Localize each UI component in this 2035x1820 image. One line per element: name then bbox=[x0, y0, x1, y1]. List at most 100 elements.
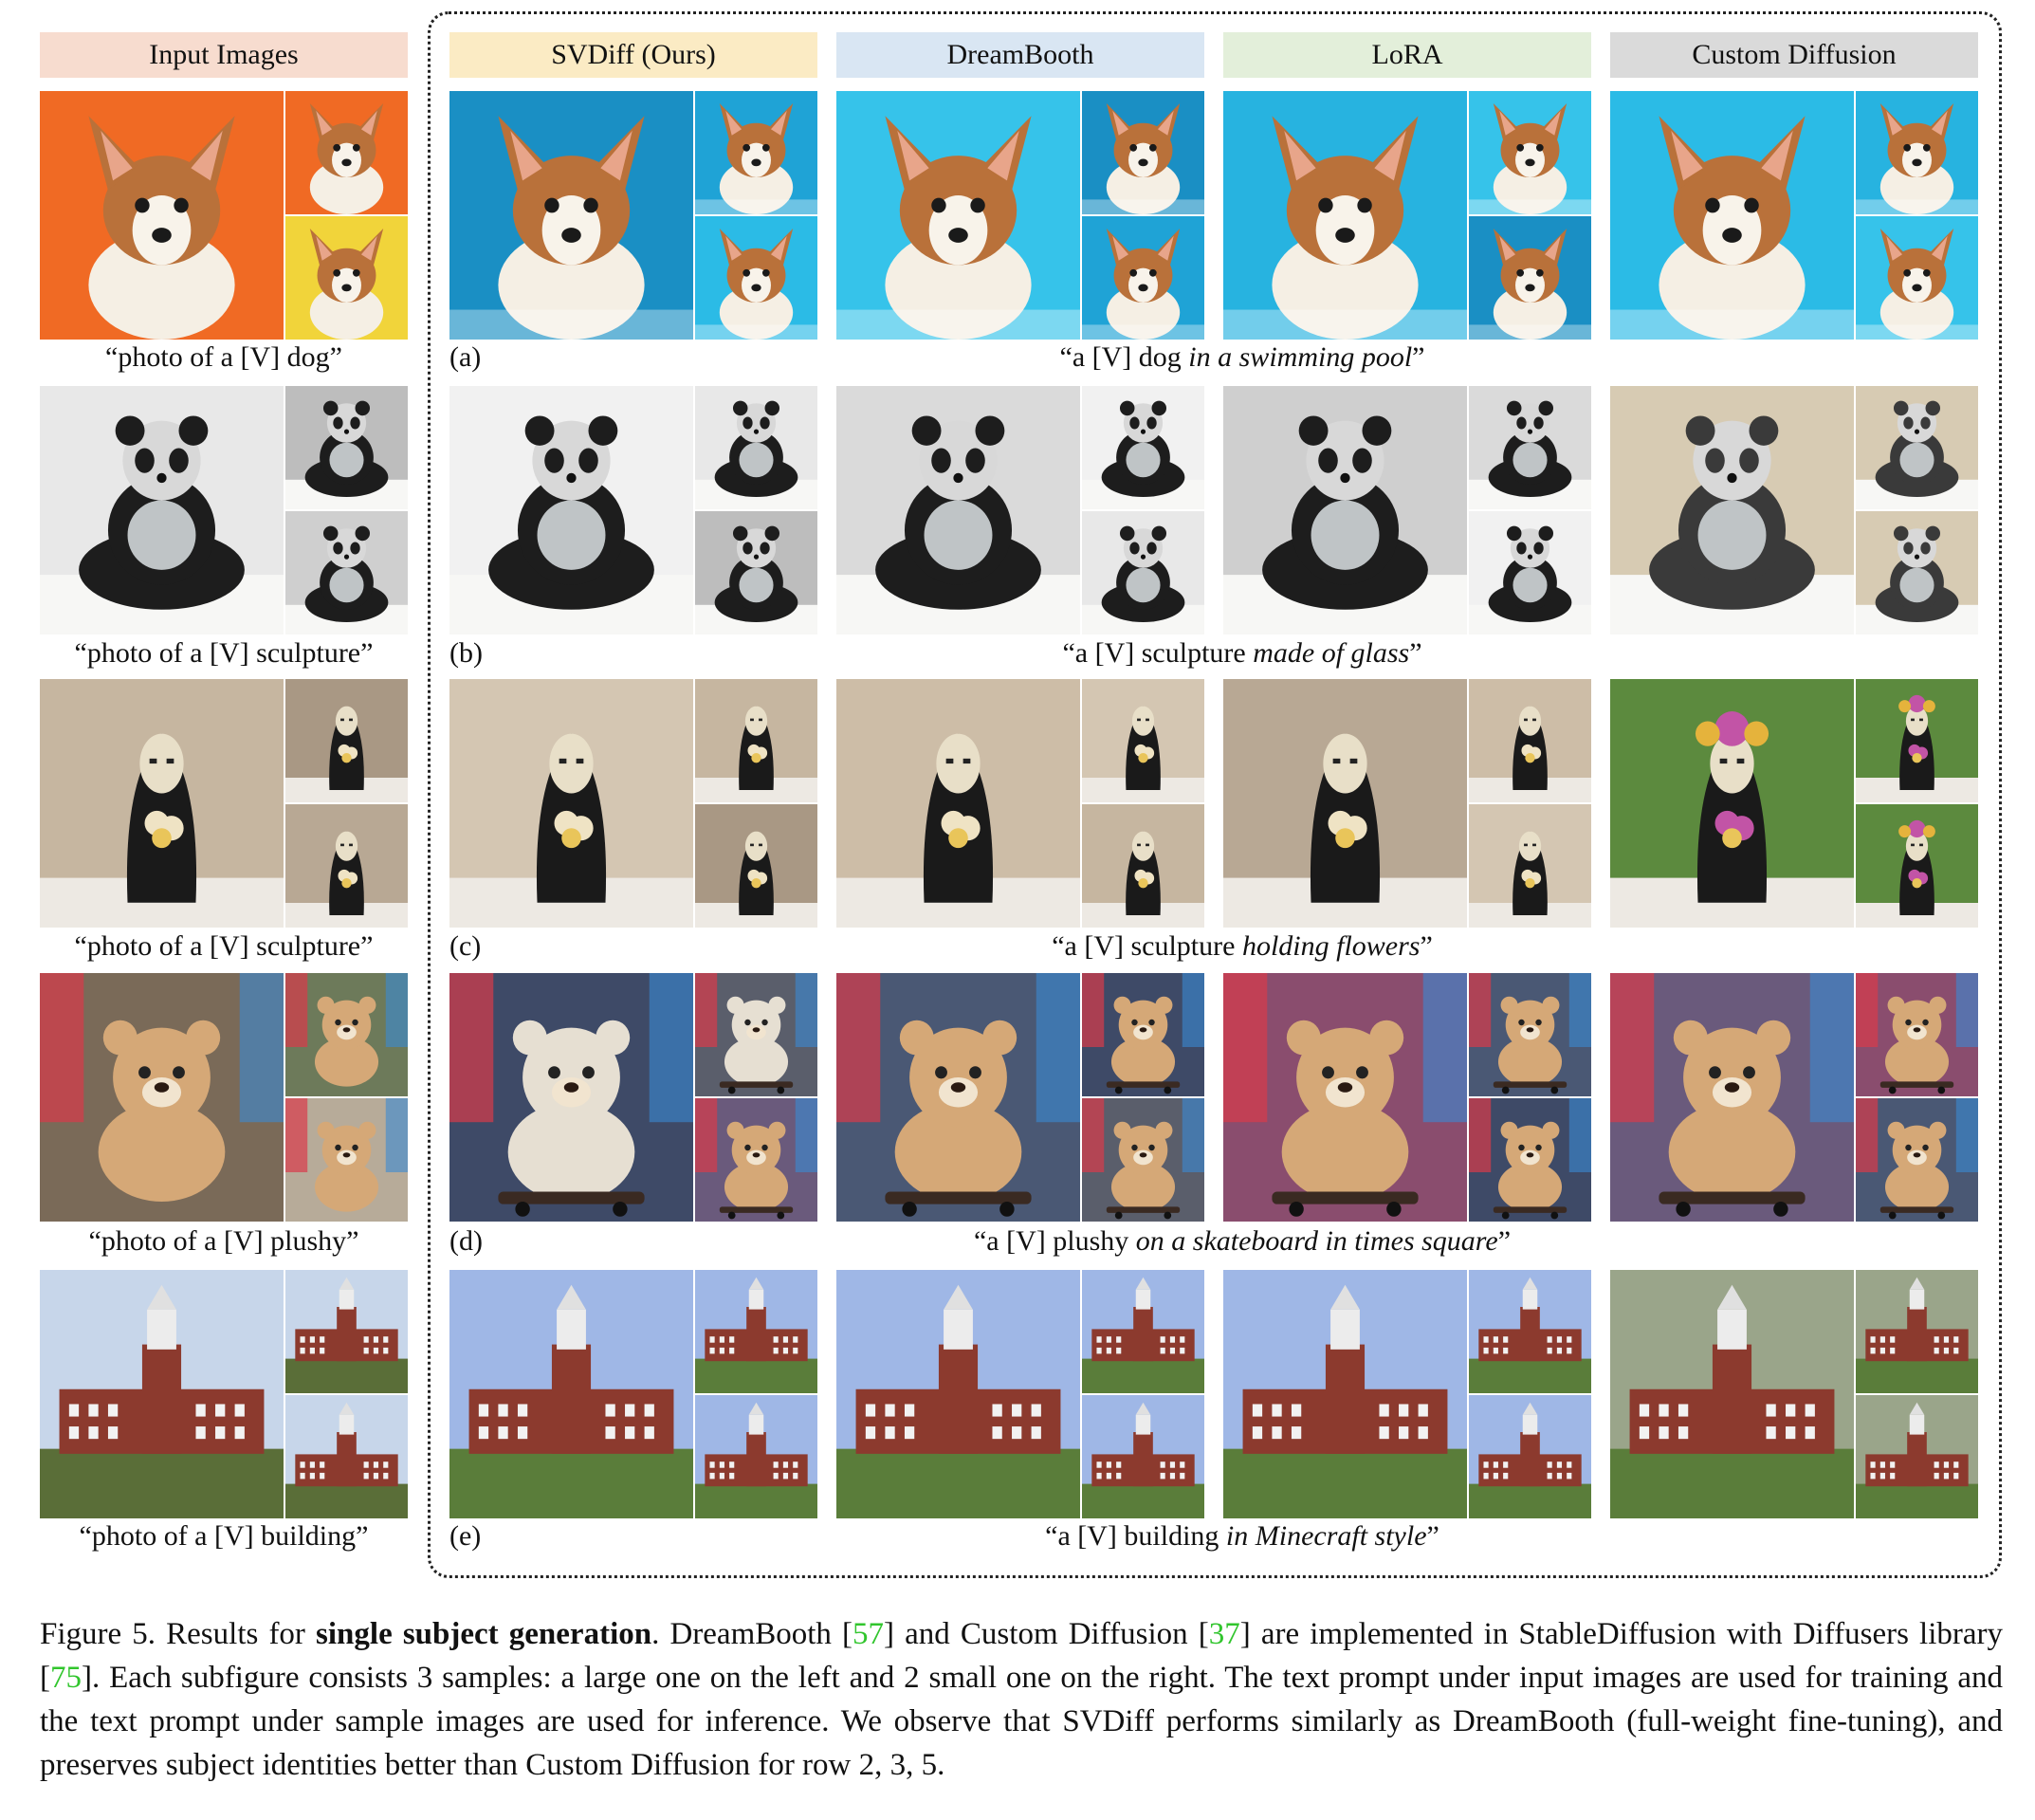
dreambooth-panda-small-image-top bbox=[1082, 386, 1204, 509]
input-dog-large-image bbox=[40, 91, 284, 340]
prompt-close-quote: ” bbox=[1412, 341, 1425, 373]
prompt-text: “a [V] building bbox=[1045, 1520, 1226, 1552]
caption-bold: single subject generation bbox=[316, 1617, 652, 1651]
lora-panda-large-image bbox=[1223, 386, 1467, 634]
dreambooth-figure-small-image-top bbox=[1082, 679, 1204, 802]
custom-bear-small-image-bottom bbox=[1856, 1098, 1978, 1222]
panel-custom-row-5 bbox=[1610, 1270, 1978, 1518]
lora-panda-small-image-bottom bbox=[1469, 511, 1591, 634]
caption-prefix: Figure 5. Results for bbox=[40, 1617, 317, 1651]
panel-input-row-1 bbox=[40, 91, 408, 340]
input-building-large-image bbox=[40, 1270, 284, 1518]
input-bear-large-image bbox=[40, 973, 284, 1222]
panel-dreambooth-row-1 bbox=[836, 91, 1204, 340]
custom-figure-small-image-bottom bbox=[1856, 804, 1978, 928]
dreambooth-bear-small-image-top bbox=[1082, 973, 1204, 1096]
custom-panda-large-image bbox=[1610, 386, 1854, 634]
input-building-small-image-bottom bbox=[285, 1395, 408, 1518]
dreambooth-building-large-image bbox=[836, 1270, 1080, 1518]
citation-37[interactable]: 37 bbox=[1208, 1617, 1240, 1651]
svdiff-dog-small-image-top bbox=[695, 91, 817, 214]
input-dog-small-image-bottom bbox=[285, 216, 408, 340]
citation-75[interactable]: 75 bbox=[50, 1661, 82, 1695]
input-bear-small-image-top bbox=[285, 973, 408, 1096]
custom-dog-small-image-top bbox=[1856, 91, 1978, 214]
dreambooth-building-small-image-top bbox=[1082, 1270, 1204, 1393]
panel-svdiff-row-2 bbox=[449, 386, 817, 634]
input-building-small-image-top bbox=[285, 1270, 408, 1393]
caption-part2: ] and Custom Diffusion [ bbox=[884, 1617, 1209, 1651]
svdiff-panda-small-image-bottom bbox=[695, 511, 817, 634]
dreambooth-bear-small-image-bottom bbox=[1082, 1098, 1204, 1222]
subfigure-label: (b) bbox=[449, 637, 483, 669]
custom-building-large-image bbox=[1610, 1270, 1854, 1518]
custom-figure-small-image-top bbox=[1856, 679, 1978, 802]
header-custom-diffusion: Custom Diffusion bbox=[1610, 32, 1978, 78]
lora-dog-small-image-bottom bbox=[1469, 216, 1591, 340]
dreambooth-bear-large-image bbox=[836, 973, 1080, 1222]
input-bear-small-image-bottom bbox=[285, 1098, 408, 1222]
lora-bear-large-image bbox=[1223, 973, 1467, 1222]
dreambooth-figure-large-image bbox=[836, 679, 1080, 928]
input-dog-small-image-top bbox=[285, 91, 408, 214]
input-prompt-caption: “photo of a [V] dog” bbox=[105, 341, 342, 373]
input-panda-small-image-top bbox=[285, 386, 408, 509]
dreambooth-building-small-image-bottom bbox=[1082, 1395, 1204, 1518]
subfigure-label: (a) bbox=[449, 341, 482, 373]
prompt-text: “a [V] sculpture bbox=[1062, 637, 1254, 669]
lora-figure-large-image bbox=[1223, 679, 1467, 928]
lora-panda-small-image-top bbox=[1469, 386, 1591, 509]
prompt-text: “a [V] plushy bbox=[973, 1225, 1136, 1257]
lora-figure-small-image-top bbox=[1469, 679, 1591, 802]
prompt-close-quote: ” bbox=[1426, 1520, 1439, 1552]
dreambooth-figure-small-image-bottom bbox=[1082, 804, 1204, 928]
panel-input-row-4 bbox=[40, 973, 408, 1222]
input-figure-small-image-top bbox=[285, 679, 408, 802]
caption-part4: ]. Each subfigure consists 3 samples: a … bbox=[40, 1661, 2003, 1782]
custom-building-small-image-bottom bbox=[1856, 1395, 1978, 1518]
panel-lora-row-1 bbox=[1223, 91, 1591, 340]
svdiff-building-small-image-top bbox=[695, 1270, 817, 1393]
svdiff-building-large-image bbox=[449, 1270, 693, 1518]
lora-building-small-image-bottom bbox=[1469, 1395, 1591, 1518]
panel-dreambooth-row-2 bbox=[836, 386, 1204, 634]
panel-dreambooth-row-5 bbox=[836, 1270, 1204, 1518]
panel-svdiff-row-5 bbox=[449, 1270, 817, 1518]
custom-figure-large-image bbox=[1610, 679, 1854, 928]
panel-lora-row-3 bbox=[1223, 679, 1591, 928]
lora-dog-large-image bbox=[1223, 91, 1467, 340]
input-prompt-caption: “photo of a [V] sculpture” bbox=[74, 637, 374, 669]
prompt-modifier: in a swimming pool bbox=[1188, 341, 1413, 373]
lora-dog-small-image-top bbox=[1469, 91, 1591, 214]
header-input-images: Input Images bbox=[40, 32, 408, 78]
custom-bear-small-image-top bbox=[1856, 973, 1978, 1096]
custom-panda-small-image-bottom bbox=[1856, 511, 1978, 634]
citation-57[interactable]: 57 bbox=[852, 1617, 885, 1651]
inference-prompt-caption: “a [V] sculpture made of glass” bbox=[1062, 637, 1421, 670]
prompt-close-quote: ” bbox=[1409, 637, 1422, 669]
header-svdiff: SVDiff (Ours) bbox=[449, 32, 817, 78]
inference-prompt-caption: “a [V] dog in a swimming pool” bbox=[1060, 341, 1425, 374]
input-prompt-caption: “photo of a [V] sculpture” bbox=[74, 930, 374, 962]
dreambooth-dog-large-image bbox=[836, 91, 1080, 340]
svdiff-figure-small-image-top bbox=[695, 679, 817, 802]
header-lora: LoRA bbox=[1223, 32, 1591, 78]
custom-bear-large-image bbox=[1610, 973, 1854, 1222]
methods-frame bbox=[428, 11, 2002, 1578]
panel-custom-row-4 bbox=[1610, 973, 1978, 1222]
svdiff-building-small-image-bottom bbox=[695, 1395, 817, 1518]
lora-building-small-image-top bbox=[1469, 1270, 1591, 1393]
svdiff-panda-small-image-top bbox=[695, 386, 817, 509]
input-panda-large-image bbox=[40, 386, 284, 634]
panel-dreambooth-row-4 bbox=[836, 973, 1204, 1222]
lora-bear-small-image-bottom bbox=[1469, 1098, 1591, 1222]
prompt-close-quote: ” bbox=[1420, 930, 1433, 962]
custom-dog-large-image bbox=[1610, 91, 1854, 340]
svdiff-bear-small-image-bottom bbox=[695, 1098, 817, 1222]
inference-prompt-caption: “a [V] sculpture holding flowers” bbox=[1052, 930, 1433, 963]
svdiff-bear-large-image bbox=[449, 973, 693, 1222]
panel-lora-row-4 bbox=[1223, 973, 1591, 1222]
caption-part1: . DreamBooth [ bbox=[651, 1617, 853, 1651]
inference-prompt-caption: “a [V] plushy on a skateboard in times s… bbox=[974, 1225, 1511, 1258]
input-figure-small-image-bottom bbox=[285, 804, 408, 928]
